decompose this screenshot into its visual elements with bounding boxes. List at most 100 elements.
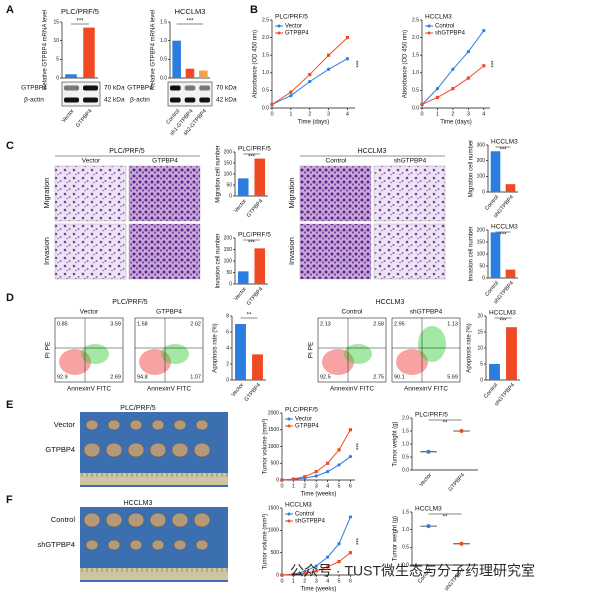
quadrant-value: 1.13: [447, 321, 458, 327]
red-population: [322, 349, 354, 375]
bar: [506, 327, 517, 380]
marker: [466, 76, 470, 80]
marker: [466, 50, 470, 54]
axis-label: AnnexinV FITC: [330, 386, 374, 393]
annotation: ***: [492, 60, 498, 68]
y-tick-label: 500: [271, 550, 280, 556]
annotation: ***: [499, 233, 507, 239]
annotation: **: [443, 515, 448, 521]
tumor: [129, 419, 143, 431]
chart-title: HCCLM3: [415, 506, 442, 513]
legend-label: Control: [435, 24, 454, 30]
blot-band: [170, 85, 181, 91]
row-label: Migration: [42, 178, 51, 209]
x-tick-label: Vector: [419, 472, 434, 488]
y-tick-label: 150: [224, 160, 233, 166]
y-tick-label: 0.5: [412, 88, 419, 94]
y-tick-label: 0: [229, 193, 232, 199]
tumor: [105, 512, 123, 528]
group-title: PLC/PRF/5: [109, 148, 145, 155]
tumor: [149, 512, 167, 528]
chart-title: HCCLM3: [285, 502, 312, 509]
column-label: Vector: [82, 158, 101, 165]
marker: [420, 102, 424, 107]
chart-title: PLC/PRF/5: [238, 146, 271, 153]
y-tick-label: 100: [477, 251, 486, 257]
blot-size: 42 kDa: [216, 97, 237, 104]
y-axis-label: Tumor weight (g): [393, 516, 399, 561]
tumor: [151, 539, 165, 551]
blot-band: [83, 85, 98, 91]
legend-label: Vector: [295, 417, 312, 423]
y-tick-label: 0: [226, 377, 229, 383]
legend-marker: [287, 417, 291, 421]
quadrant-value: 2.13: [320, 321, 331, 327]
y-tick-label: 500: [271, 461, 280, 467]
marker: [280, 478, 284, 482]
x-tick-label: 1: [292, 578, 295, 584]
blot-band: [184, 97, 196, 103]
quadrant-value: 92.9: [57, 374, 68, 380]
legend-label: shGTPBP4: [435, 31, 466, 37]
marker: [348, 454, 353, 459]
y-tick-label: 300: [477, 142, 486, 148]
y-axis-label: Tumor volume (mm³): [263, 419, 269, 475]
flow-plot: [317, 317, 387, 383]
bar: [185, 68, 195, 78]
blot-band: [64, 85, 79, 91]
micrograph: [373, 223, 446, 280]
marker: [348, 515, 353, 519]
marker: [326, 565, 330, 569]
y-tick-label: 1.0: [160, 38, 167, 44]
micrograph: [373, 165, 446, 222]
y-tick-label: 0: [480, 377, 483, 383]
column-label: shGTPBP4: [394, 158, 427, 165]
tumor: [105, 442, 123, 458]
series-line: [421, 65, 485, 105]
bar: [489, 364, 500, 380]
chart-title: HCCLM3: [491, 139, 518, 146]
y-tick-label: 1.5: [160, 19, 167, 25]
chart-title: PLC/PRF/5: [275, 14, 308, 21]
red-population: [59, 349, 91, 375]
chart-title: PLC/PRF/5: [415, 412, 448, 419]
x-tick-label: 4: [326, 578, 329, 584]
blot-label: β-actin: [130, 97, 150, 104]
y-tick-label: 0: [229, 281, 232, 287]
micrograph: [128, 223, 201, 280]
marker: [303, 475, 307, 479]
axis-label: PI PE: [308, 341, 315, 358]
x-tick-label: Vector: [233, 286, 248, 302]
series-line: [421, 30, 485, 105]
x-tick-label: 2: [303, 578, 306, 584]
legend-marker: [427, 31, 431, 35]
plot-title: Control: [342, 309, 364, 316]
x-tick-label: 1: [292, 483, 295, 489]
marker: [326, 461, 330, 465]
y-tick-label: 0: [56, 75, 59, 81]
quadrant-value: 1.07: [190, 374, 201, 380]
legend-label: GTPBP4: [285, 31, 309, 37]
bar: [490, 151, 501, 192]
legend-marker: [287, 519, 291, 523]
legend-marker: [277, 24, 281, 28]
blot-size: 70 kDa: [104, 85, 125, 92]
blot-label: β-actin: [24, 97, 44, 104]
x-axis-label: Time (weeks): [301, 492, 337, 498]
row-label: Vector: [54, 420, 76, 429]
y-tick-label: 4: [226, 345, 229, 351]
y-tick-label: 1.5: [412, 53, 419, 59]
x-axis-label: Time (weeks): [301, 587, 337, 592]
x-tick-label: 3: [315, 578, 318, 584]
legend-marker: [427, 24, 431, 28]
y-tick-label: 200: [477, 158, 486, 164]
x-tick-label: Vector: [231, 382, 246, 398]
marker: [435, 95, 440, 100]
bar: [254, 248, 266, 284]
y-tick-label: 1500: [268, 427, 279, 433]
y-tick-label: 1000: [268, 528, 279, 534]
y-tick-label: 1500: [268, 505, 279, 511]
x-tick-label: 2: [308, 111, 311, 117]
x-tick-label: 0: [280, 578, 283, 584]
row-label: Migration: [287, 178, 296, 209]
